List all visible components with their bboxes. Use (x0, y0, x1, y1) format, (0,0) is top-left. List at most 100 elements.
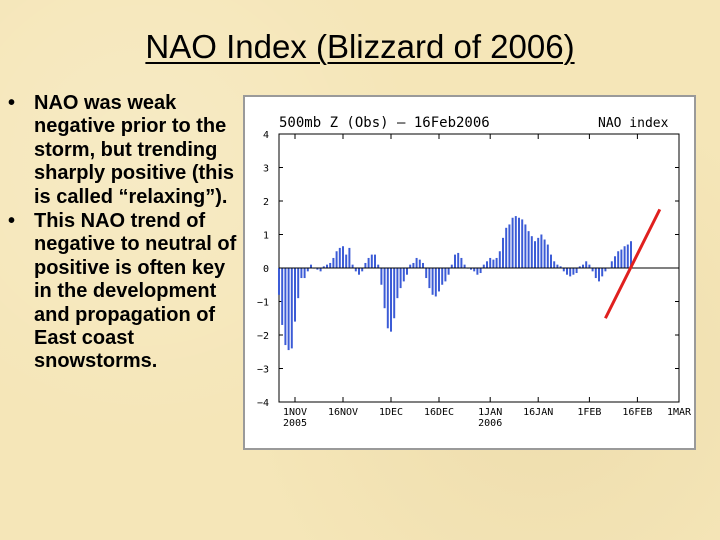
nao-bar (492, 259, 495, 269)
nao-bar (518, 217, 520, 268)
chart-title: 500mb Z (Obs) – 16Feb2006 (279, 115, 490, 131)
nao-bar (572, 268, 575, 275)
nao-bar (594, 268, 597, 279)
nao-bar (358, 268, 360, 275)
nao-bar (425, 268, 428, 279)
nao-bar (329, 262, 332, 268)
nao-bar (463, 264, 466, 268)
nao-bar (514, 216, 517, 268)
nao-bar (380, 268, 383, 285)
y-tick-label: 1 (263, 231, 269, 242)
nao-bar (316, 268, 319, 270)
nao-bar (319, 268, 322, 272)
x-tick-label: 1FEB (577, 407, 601, 418)
nao-bar (374, 254, 376, 268)
nao-bar (434, 268, 437, 297)
bullet-text: This NAO trend of negative to neutral of… (34, 210, 237, 373)
x-tick-label: 16FEB (622, 407, 652, 418)
nao-bar (342, 246, 344, 268)
nao-bar (361, 268, 364, 272)
nao-bar (556, 264, 559, 268)
nao-bar (406, 268, 408, 275)
chart-legend-label: NAO index (598, 116, 669, 131)
nao-bar (422, 262, 424, 268)
bullet-icon: • (8, 210, 16, 233)
nao-bar (550, 254, 552, 268)
nao-bar (303, 268, 306, 279)
nao-bar (399, 268, 402, 289)
nao-chart: 500mb Z (Obs) – 16Feb2006 NAO index 4 3 2 1… (257, 115, 692, 429)
nao-chart-frame: 500mb Z (Obs) – 16Feb2006 NAO index 4 3 2 1… (243, 95, 696, 450)
nao-bar (438, 268, 440, 292)
nao-bar (460, 257, 463, 268)
y-tick-label: 3 (263, 164, 269, 175)
nao-bar (473, 268, 476, 272)
nao-bar (623, 246, 626, 268)
nao-bar (604, 268, 607, 272)
nao-bar (428, 268, 431, 289)
nao-bar (386, 268, 389, 329)
nao-bar (479, 268, 482, 274)
bullet-icon: • (8, 92, 16, 114)
nao-bar (470, 268, 472, 270)
bullet-text: NAO was weak negative prior to the storm… (34, 92, 235, 208)
x-tick-label: 16DEC (424, 407, 454, 418)
nao-bar (530, 236, 533, 268)
x-tick-label: 1DEC (379, 407, 403, 418)
nao-bar (335, 251, 338, 268)
bar-series (278, 216, 632, 351)
x-tick-sublabel: 2006 (478, 418, 502, 429)
nao-bar (553, 261, 556, 268)
bullet-item: • NAO was weak negative prior to the sto… (6, 92, 242, 209)
y-tick-label: −4 (257, 398, 269, 409)
x-tick-label: 16JAN (523, 407, 553, 418)
nao-bar (486, 261, 488, 268)
nao-bar (620, 249, 623, 268)
nao-bar (290, 268, 293, 349)
nao-bar (559, 266, 562, 268)
nao-bar (345, 254, 348, 268)
nao-bar (393, 268, 396, 319)
nao-bar (310, 264, 312, 268)
nao-bar (495, 257, 498, 268)
nao-bar (482, 264, 485, 268)
nao-bar (412, 262, 415, 268)
nao-bar (431, 268, 434, 295)
nao-bar (591, 268, 594, 272)
y-tick-label: −1 (257, 298, 269, 309)
nao-bar (415, 257, 418, 268)
nao-bar (287, 268, 290, 351)
nao-bar (377, 264, 380, 268)
nao-bar (444, 268, 447, 282)
nao-bar (457, 252, 460, 268)
y-tick-label: 2 (263, 197, 269, 208)
nao-bar (338, 247, 341, 268)
nao-bar (585, 261, 588, 268)
nao-bar (582, 264, 584, 268)
nao-bar (441, 268, 444, 285)
y-tick-label: 4 (263, 130, 269, 141)
nao-bar (300, 268, 303, 279)
nao-bar (575, 268, 578, 274)
nao-bar (489, 257, 492, 268)
nao-bar (562, 268, 565, 272)
nao-bar (578, 266, 581, 268)
nao-bar (390, 268, 392, 332)
nao-bar (630, 241, 632, 268)
nao-bar (521, 219, 524, 268)
nao-bar (566, 268, 568, 275)
nao-bar (364, 262, 367, 268)
slide-title: NAO Index (Blizzard of 2006) (145, 28, 575, 65)
nao-bar (351, 264, 354, 268)
nao-bar (508, 224, 511, 268)
nao-bar (537, 237, 540, 268)
nao-bar (524, 224, 527, 268)
x-tick-sublabel: 2005 (283, 418, 307, 429)
nao-bar (614, 256, 616, 268)
bullet-list: • NAO was weak negative prior to the sto… (6, 92, 242, 375)
nao-bar (322, 266, 325, 268)
nao-bar (454, 254, 456, 268)
nao-bar (498, 251, 501, 268)
nao-bar (284, 268, 287, 346)
